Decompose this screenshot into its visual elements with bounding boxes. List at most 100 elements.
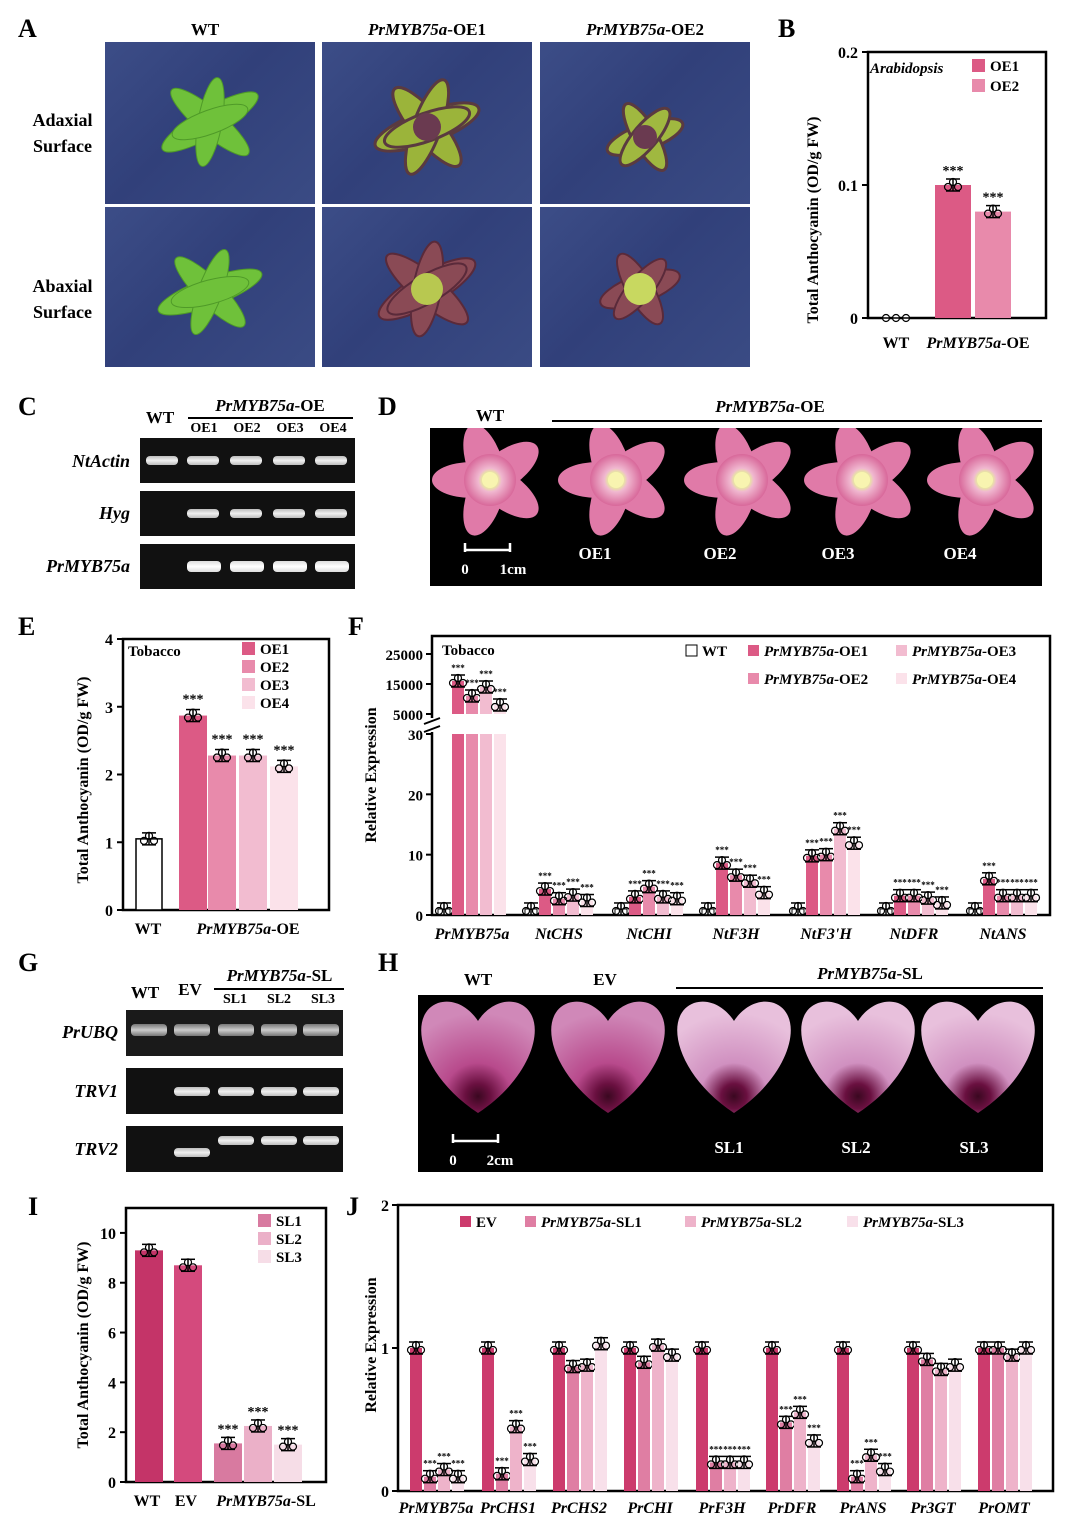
chart-j-bars: ********* ********* *** *** ****************… <box>406 1336 1036 1491</box>
chart-f-legend-2: PrMYB75a-OE2 <box>764 672 868 688</box>
chart-i-legend-sl2: SL2 <box>276 1232 302 1248</box>
rosette-oe1-abaxial <box>377 240 477 338</box>
chart-i-legend-swatch <box>258 1214 271 1227</box>
chart-f-legend-gene: PrMYB75a <box>912 644 983 660</box>
flower-3 <box>804 424 911 536</box>
chart-f-legend-swatch <box>748 673 759 684</box>
chart-j-legend-name: EV <box>476 1215 497 1231</box>
panel-a-row-abaxial: Abaxial Surface <box>32 276 93 322</box>
chart-f-sig: *** <box>921 880 935 890</box>
petal-0 <box>421 1001 535 1113</box>
chart-f-bar-1-2 <box>553 898 565 915</box>
chart-e-bar-oe4-dot <box>279 759 289 768</box>
chart-e-legend-oe4: OE4 <box>260 696 290 712</box>
gel-band <box>174 1148 210 1157</box>
chart-i-ytick-label: 8 <box>108 1276 116 1293</box>
chart-f-bar-3-1 <box>716 863 728 915</box>
chart-i-sig: *** <box>218 1422 239 1437</box>
chart-f-bar-1-2-dot <box>554 891 564 900</box>
chart-j-sig: *** <box>807 1423 821 1433</box>
chart-f-bar-3-1-dot <box>717 856 727 865</box>
chart-f-xlabel-2: NtCHI <box>625 926 672 943</box>
chart-j-bar-8-2-dot <box>1002 1353 1012 1362</box>
chart-f-bar-2-2 <box>643 886 655 915</box>
scale-h-zero: 0 <box>449 1153 457 1169</box>
chart-f-legend-gene: PrMYB75a <box>912 672 983 688</box>
chart-j-yticks: 0 1 2 <box>381 1198 398 1501</box>
chart-f-bar-2-4-dot <box>677 896 687 905</box>
panel-c-group-line <box>188 417 353 419</box>
petal-shape <box>921 1001 1035 1113</box>
panel-i-label: I <box>28 1192 39 1221</box>
chart-b-bar-oe2-dot <box>983 209 993 218</box>
chart-f-sig: *** <box>580 883 594 893</box>
chart-j-xlabel-7: Pr3GT <box>909 1500 957 1517</box>
chart-j-sig: *** <box>878 1452 892 1462</box>
chart-f-bar-1-1-dot <box>535 886 545 896</box>
chart-f-sig: *** <box>465 678 479 688</box>
flower-1 <box>558 424 665 536</box>
gel-band <box>273 456 305 465</box>
gel-band <box>174 1087 210 1096</box>
chart-e-legend-oe2: OE2 <box>260 660 289 676</box>
chart-j-xlabel-4: PrF3H <box>697 1500 746 1517</box>
chart-f-bar-2-2-dot <box>639 884 649 893</box>
chart-f-sig: *** <box>757 875 771 885</box>
chart-f-bar-2-0-dot <box>611 906 621 916</box>
chart-j-bar-0-3-dot <box>458 1474 468 1483</box>
panel-g-group-line <box>214 988 344 990</box>
petal-3 <box>801 1001 915 1113</box>
chart-j-bar-2-3 <box>595 1343 607 1491</box>
chart-j-bar-6-1-dot <box>847 1474 857 1483</box>
chart-j-bar-8-3-dot <box>1026 1345 1036 1355</box>
chart-j-bar-5-2-dot <box>795 1405 805 1414</box>
chart-e-bars: *** *** *** *** <box>135 693 298 911</box>
chart-j-bar-4-3-dot <box>734 1460 744 1469</box>
chart-j-bar-0-1-dot <box>425 1469 435 1478</box>
chart-f-bar-5-3-dot <box>923 891 933 900</box>
chart-f-bar-0-2-dot <box>467 688 477 698</box>
chart-f-bar-2-4-dot <box>667 896 677 905</box>
chart-b-sig: *** <box>983 191 1004 206</box>
chart-i: Total Anthocyanin (OD/g FW) SL1 SL2 SL3 0 2… <box>75 1206 328 1510</box>
chart-j-bar-4-3-dot <box>739 1455 749 1464</box>
chart-f-bar-0-4-dot <box>490 702 500 712</box>
gel-band <box>261 1087 297 1096</box>
chart-j-bar-5-3 <box>808 1440 820 1491</box>
chart-j-bar-7-1-dot <box>917 1357 927 1366</box>
chart-e-bar-oe3 <box>239 755 267 910</box>
chart-f-bar-4-1-dot <box>807 848 817 857</box>
photo-h-petals: 0 2cm <box>418 995 1043 1172</box>
chart-f-sig: *** <box>935 885 949 895</box>
petal-shape <box>801 1001 915 1113</box>
chart-f-xlabel-0: PrMYB75a <box>434 926 510 943</box>
chart-f-ytick-upper-label: 5000 <box>393 708 423 724</box>
gel-band <box>303 1024 339 1036</box>
chart-j-bar-1-2 <box>510 1426 522 1491</box>
panel-c-lane-oe4: OE4 <box>319 421 347 436</box>
chart-i-legend: SL1 SL2 SL3 <box>258 1214 302 1266</box>
chart-f-bar-0-1-dot <box>458 678 468 688</box>
chart-j-bar-3-0-dot <box>625 1340 635 1350</box>
chart-j-bar-7-2 <box>935 1369 947 1491</box>
chart-f-bar-5-4-dot <box>942 900 952 910</box>
chart-f-legend-swatch <box>748 645 759 656</box>
chart-e-bar-oe2-dot <box>212 753 222 762</box>
chart-j-bar-6-1-dot <box>852 1469 862 1478</box>
chart-f-sig: *** <box>805 838 819 848</box>
chart-f-bar-5-2-dot <box>914 893 924 902</box>
chart-e-ytick-label: 3 <box>105 700 113 717</box>
chart-f-bar-5-3 <box>922 898 934 915</box>
chart-j-bar-8-1-dot <box>988 1345 998 1355</box>
chart-j-bar-6-2-dot <box>861 1453 871 1462</box>
chart-f-ytick-lower-label: 0 <box>416 909 424 925</box>
chart-j-bar-3-2-dot <box>653 1338 663 1347</box>
chart-f-bar-3-3-dot <box>745 874 755 883</box>
chart-i-bar-wt-dot <box>149 1248 159 1257</box>
gel-band <box>230 561 264 572</box>
chart-f-bar-5-0-dot <box>881 901 891 911</box>
chart-j-bar-2-0-dot <box>559 1345 569 1355</box>
chart-j-bar-7-0 <box>907 1348 919 1491</box>
chart-e-bar-oe2-dot <box>222 753 232 762</box>
chart-f-bars: ****************** ****** ********* *******… <box>434 663 1041 916</box>
